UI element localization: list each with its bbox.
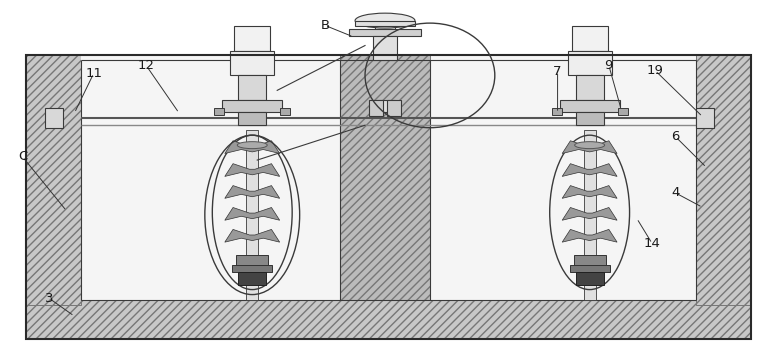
Bar <box>696 55 751 305</box>
Bar <box>280 108 290 115</box>
Bar <box>570 265 610 272</box>
Ellipse shape <box>575 142 605 149</box>
Bar <box>232 265 272 272</box>
Bar <box>236 255 268 265</box>
Text: B: B <box>320 19 329 32</box>
Bar <box>369 100 383 116</box>
Polygon shape <box>225 164 280 177</box>
Bar <box>26 55 81 305</box>
Bar <box>239 75 267 100</box>
Bar <box>582 55 598 112</box>
Bar <box>26 55 751 339</box>
Polygon shape <box>563 164 617 177</box>
Polygon shape <box>563 207 617 220</box>
Bar <box>559 100 619 112</box>
Bar <box>387 100 401 116</box>
Polygon shape <box>225 186 280 198</box>
Bar <box>222 100 282 112</box>
Text: 19: 19 <box>647 64 664 77</box>
Bar <box>239 112 267 125</box>
Bar <box>576 272 604 285</box>
Bar <box>355 21 415 25</box>
Bar <box>696 108 714 128</box>
Text: 12: 12 <box>138 59 155 72</box>
Bar <box>375 21 395 55</box>
Bar <box>552 108 562 115</box>
Text: C: C <box>18 150 27 163</box>
Polygon shape <box>563 141 617 154</box>
Bar <box>244 55 260 112</box>
Polygon shape <box>563 229 617 242</box>
Text: 4: 4 <box>671 186 680 199</box>
Text: 9: 9 <box>605 59 613 72</box>
Bar <box>373 36 397 60</box>
Polygon shape <box>225 141 280 154</box>
Polygon shape <box>563 186 617 198</box>
Polygon shape <box>225 207 280 220</box>
Bar <box>430 55 696 300</box>
Bar <box>576 75 604 100</box>
Bar <box>239 272 267 285</box>
Bar <box>349 29 421 36</box>
Bar <box>568 51 611 75</box>
Bar <box>44 108 63 128</box>
Bar <box>572 25 608 51</box>
Text: 6: 6 <box>671 130 680 143</box>
Text: 7: 7 <box>553 65 562 78</box>
Bar <box>618 108 628 115</box>
Text: 11: 11 <box>85 67 103 80</box>
Bar <box>375 100 395 112</box>
Bar <box>573 255 605 265</box>
Ellipse shape <box>355 13 415 28</box>
Bar <box>576 112 604 125</box>
Bar <box>235 25 270 51</box>
Text: 14: 14 <box>644 237 660 250</box>
Bar <box>81 55 340 300</box>
Ellipse shape <box>237 142 267 149</box>
Bar <box>214 108 225 115</box>
Bar <box>584 130 596 300</box>
Text: 3: 3 <box>44 292 53 305</box>
Bar <box>246 130 258 300</box>
Polygon shape <box>225 229 280 242</box>
Bar <box>340 55 430 300</box>
Bar <box>26 300 751 339</box>
Bar <box>230 51 274 75</box>
